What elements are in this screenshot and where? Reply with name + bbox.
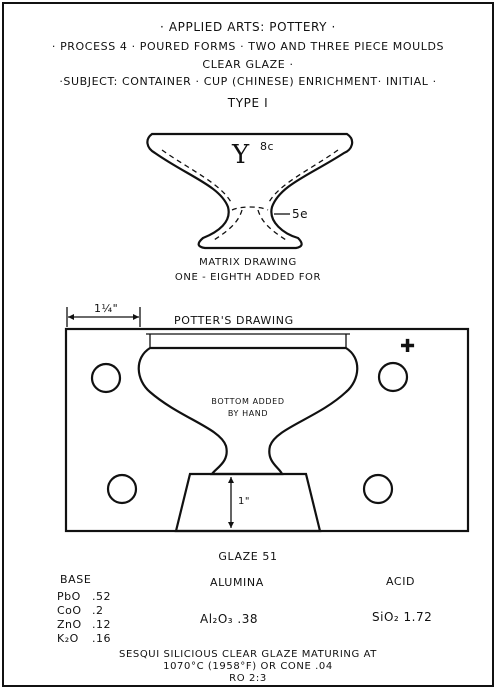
registration-key-top-right (377, 361, 409, 393)
base-row-value: .16 (92, 632, 111, 645)
initial-letter: Y (232, 140, 250, 170)
dimension-top-label: 1¼" (94, 302, 119, 315)
bottom-note-1: Bottom Added (211, 397, 285, 406)
matrix-caption-2: One - Eighth Added For (174, 272, 322, 283)
base-row-formula: ZnO (57, 618, 82, 631)
dimension-top (66, 307, 141, 327)
glaze-ratio: RO 2:3 (229, 673, 267, 684)
cup-foot (174, 472, 322, 533)
registration-key-bottom-left (106, 473, 138, 505)
bottom-note-2: By Hand (227, 409, 269, 418)
base-header: Base (60, 573, 92, 586)
glaze-title: Glaze 51 (218, 550, 278, 563)
drawing-sheet (2, 2, 494, 687)
base-row-value: .2 (92, 604, 104, 617)
acid-header: Acid (386, 575, 416, 588)
base-row-formula: CoO (57, 604, 82, 617)
dimension-side (228, 477, 234, 528)
potters-drawing-title: Potter's Drawing (174, 314, 294, 327)
acid-value: SiO₂ 1.72 (372, 610, 433, 624)
alumina-value: Al₂O₃ .38 (200, 612, 259, 626)
mould-outline (64, 327, 470, 533)
label-5e: 5e (292, 207, 309, 221)
registration-key-bottom-right (362, 473, 394, 505)
glaze-note-2: 1070°C (1958°F) or Cone .04 (163, 661, 333, 672)
label-8c: 8c (260, 140, 275, 153)
cup-rim (146, 333, 350, 348)
header-line-2: · Process 4 · Poured Forms · Two and Thr… (51, 40, 445, 53)
type-label: Type I (227, 96, 269, 110)
base-row-formula: K₂O (57, 632, 79, 645)
glaze-note-1: Sesqui Silicious Clear Glaze Maturing At (119, 649, 377, 660)
base-row-value: .12 (92, 618, 111, 631)
registration-key-top-left (90, 362, 122, 394)
matrix-caption-1: Matrix Drawing (199, 257, 297, 268)
header-line-4: ·Subject: Container · Cup (Chinese) Enri… (59, 75, 437, 88)
dimension-side-label: 1" (238, 496, 250, 507)
matrix-cup-drawing (146, 132, 354, 250)
header-line-1: · Applied Arts: Pottery · (160, 20, 336, 34)
alumina-header: Alumina (210, 576, 264, 589)
cross-icon: ✚ (400, 336, 416, 357)
header-line-3: Clear Glaze · (202, 58, 294, 71)
base-row-value: .52 (92, 590, 111, 603)
base-row-formula: PbO (57, 590, 81, 603)
